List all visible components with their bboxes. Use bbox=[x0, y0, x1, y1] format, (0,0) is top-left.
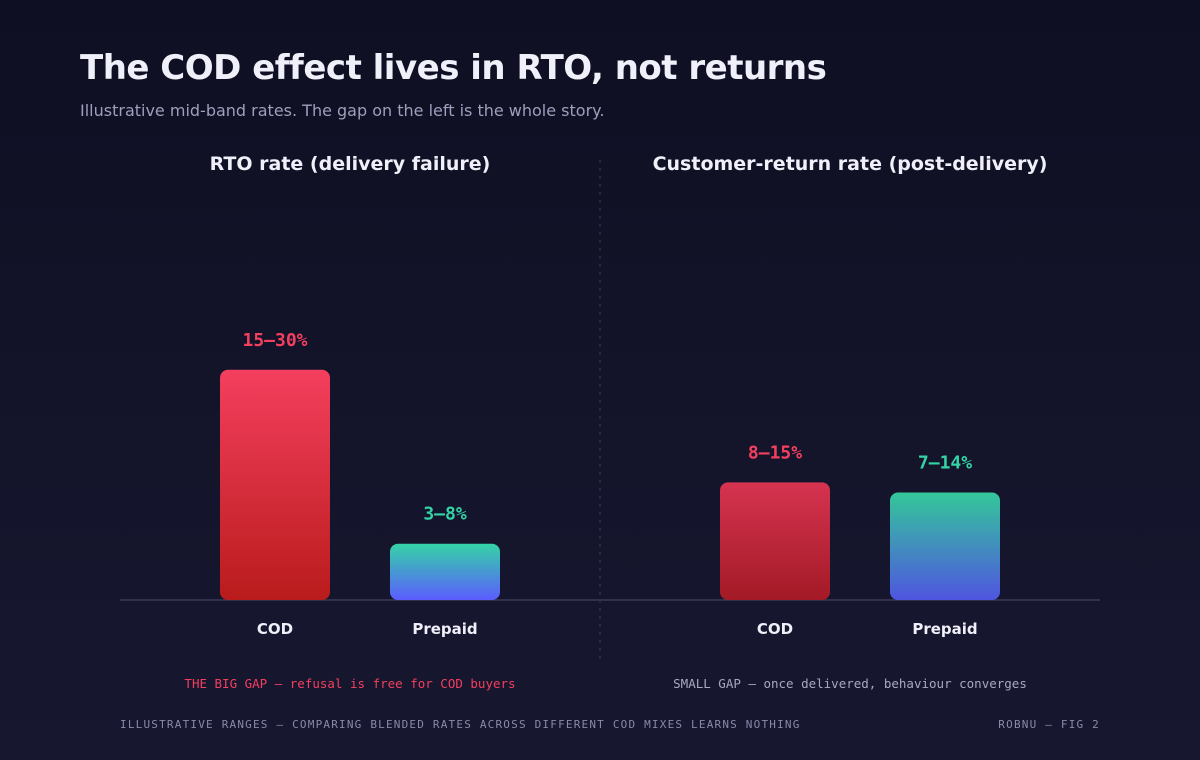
bar-cod bbox=[720, 482, 830, 600]
footer-right: ROBNU — FIG 2 bbox=[998, 718, 1100, 731]
value-label: 7–14% bbox=[918, 453, 972, 474]
chart-title: The COD effect lives in RTO, not returns bbox=[80, 48, 827, 88]
panel-title: Customer-return rate (post-delivery) bbox=[653, 153, 1048, 175]
chart-subtitle: Illustrative mid-band rates. The gap on … bbox=[80, 101, 605, 120]
bar-prepaid bbox=[890, 492, 1000, 600]
value-label: 8–15% bbox=[748, 442, 802, 463]
value-label: 15–30% bbox=[242, 330, 307, 351]
footer-left: ILLUSTRATIVE RANGES — COMPARING BLENDED … bbox=[120, 718, 801, 731]
category-label: Prepaid bbox=[412, 620, 477, 638]
category-label: Prepaid bbox=[912, 620, 977, 638]
panel-note: SMALL GAP — once delivered, behaviour co… bbox=[673, 676, 1027, 691]
bar-prepaid bbox=[390, 543, 500, 600]
panel-title: RTO rate (delivery failure) bbox=[210, 153, 491, 175]
panel-note: THE BIG GAP — refusal is free for COD bu… bbox=[184, 676, 515, 691]
value-label: 3–8% bbox=[423, 504, 467, 525]
bar-cod bbox=[220, 369, 330, 600]
category-label: COD bbox=[757, 620, 793, 638]
category-label: COD bbox=[257, 620, 293, 638]
